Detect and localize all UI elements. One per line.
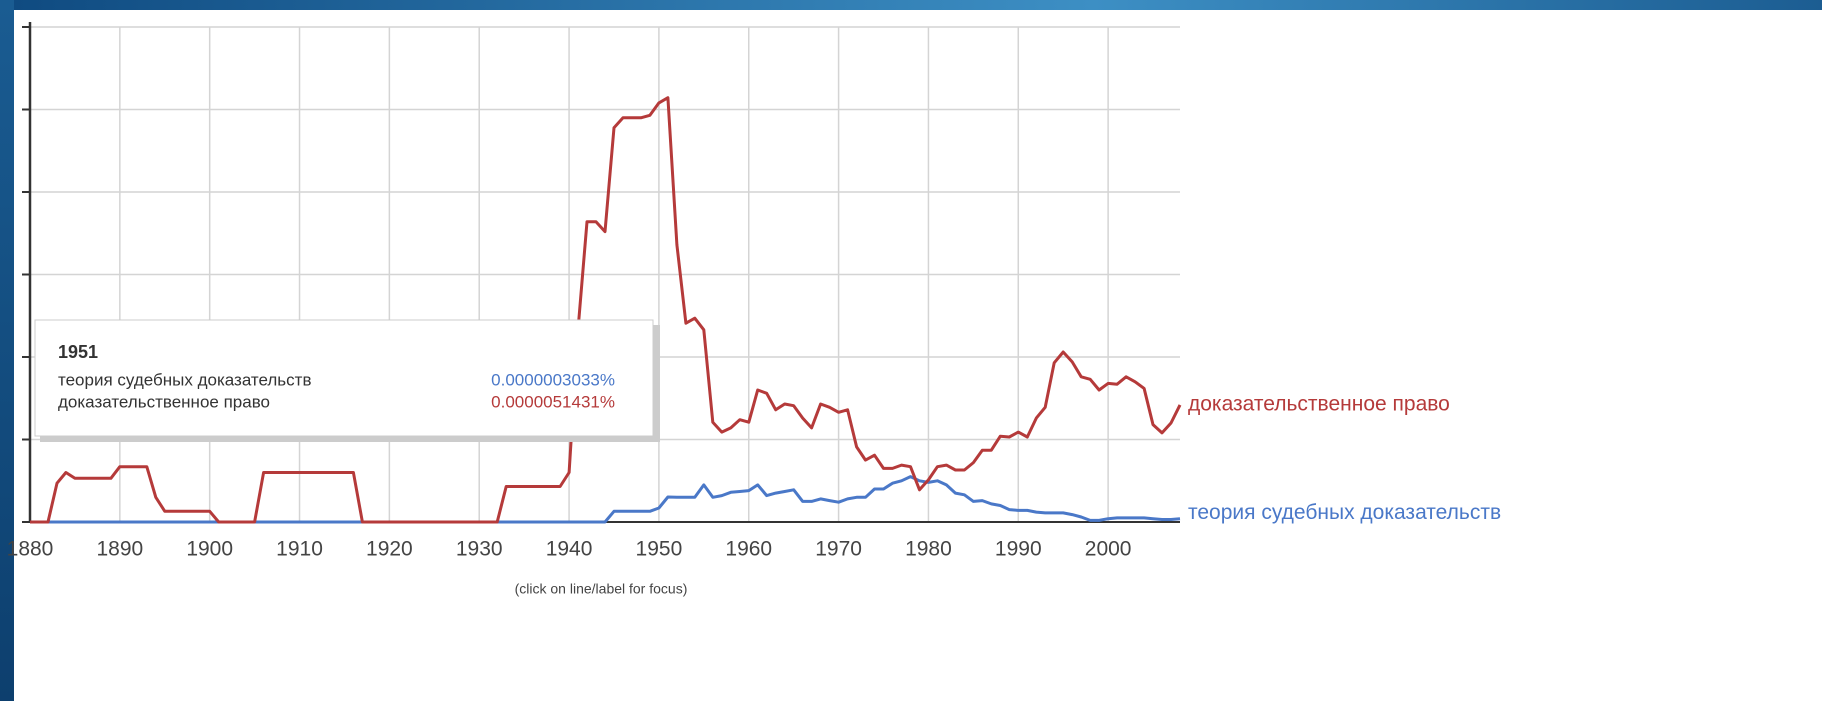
x-tick-label: 1890: [96, 538, 143, 561]
series-label: доказательственное право: [1188, 392, 1450, 415]
x-tick-label: 1970: [815, 538, 862, 561]
x-tick-label: 1950: [636, 538, 683, 561]
frame-top: [0, 0, 1822, 10]
x-tick-label: 1980: [905, 538, 952, 561]
tooltip-value: 0.0000051431%: [491, 392, 615, 411]
x-tick-label: 2000: [1085, 538, 1132, 561]
lines: теория судебных доказательств доказательс…: [30, 96, 1501, 524]
frame-left: [0, 0, 14, 701]
series-label: теория судебных доказательств: [1188, 501, 1501, 524]
x-tick-label: 1880: [7, 538, 54, 561]
x-tick-label: 1910: [276, 538, 323, 561]
series-line: [30, 475, 1181, 524]
note: (click on line/label for focus): [515, 581, 688, 597]
tooltip-name: доказательственное право: [58, 392, 270, 411]
grid: 1880 1890 1900 1910 1920 1930 1940 1950 1960 1970…: [7, 22, 1180, 561]
x-tick-label: 1920: [366, 538, 413, 561]
x-tick-label: 1900: [186, 538, 233, 561]
x-tick-label: 1990: [995, 538, 1042, 561]
x-tick-label: 1940: [546, 538, 593, 561]
series-line: [30, 96, 1182, 524]
tooltip-box: [34, 319, 654, 437]
tooltip: 1951 теория судебных доказательств доказ…: [34, 319, 660, 442]
tooltip-value: 0.0000003033%: [491, 370, 615, 389]
tooltip-name: теория судебных доказательств: [58, 370, 311, 389]
x-tick-label: 1930: [456, 538, 503, 561]
x-tick-label: 1960: [725, 538, 772, 561]
tooltip-year: 1951: [58, 342, 98, 362]
